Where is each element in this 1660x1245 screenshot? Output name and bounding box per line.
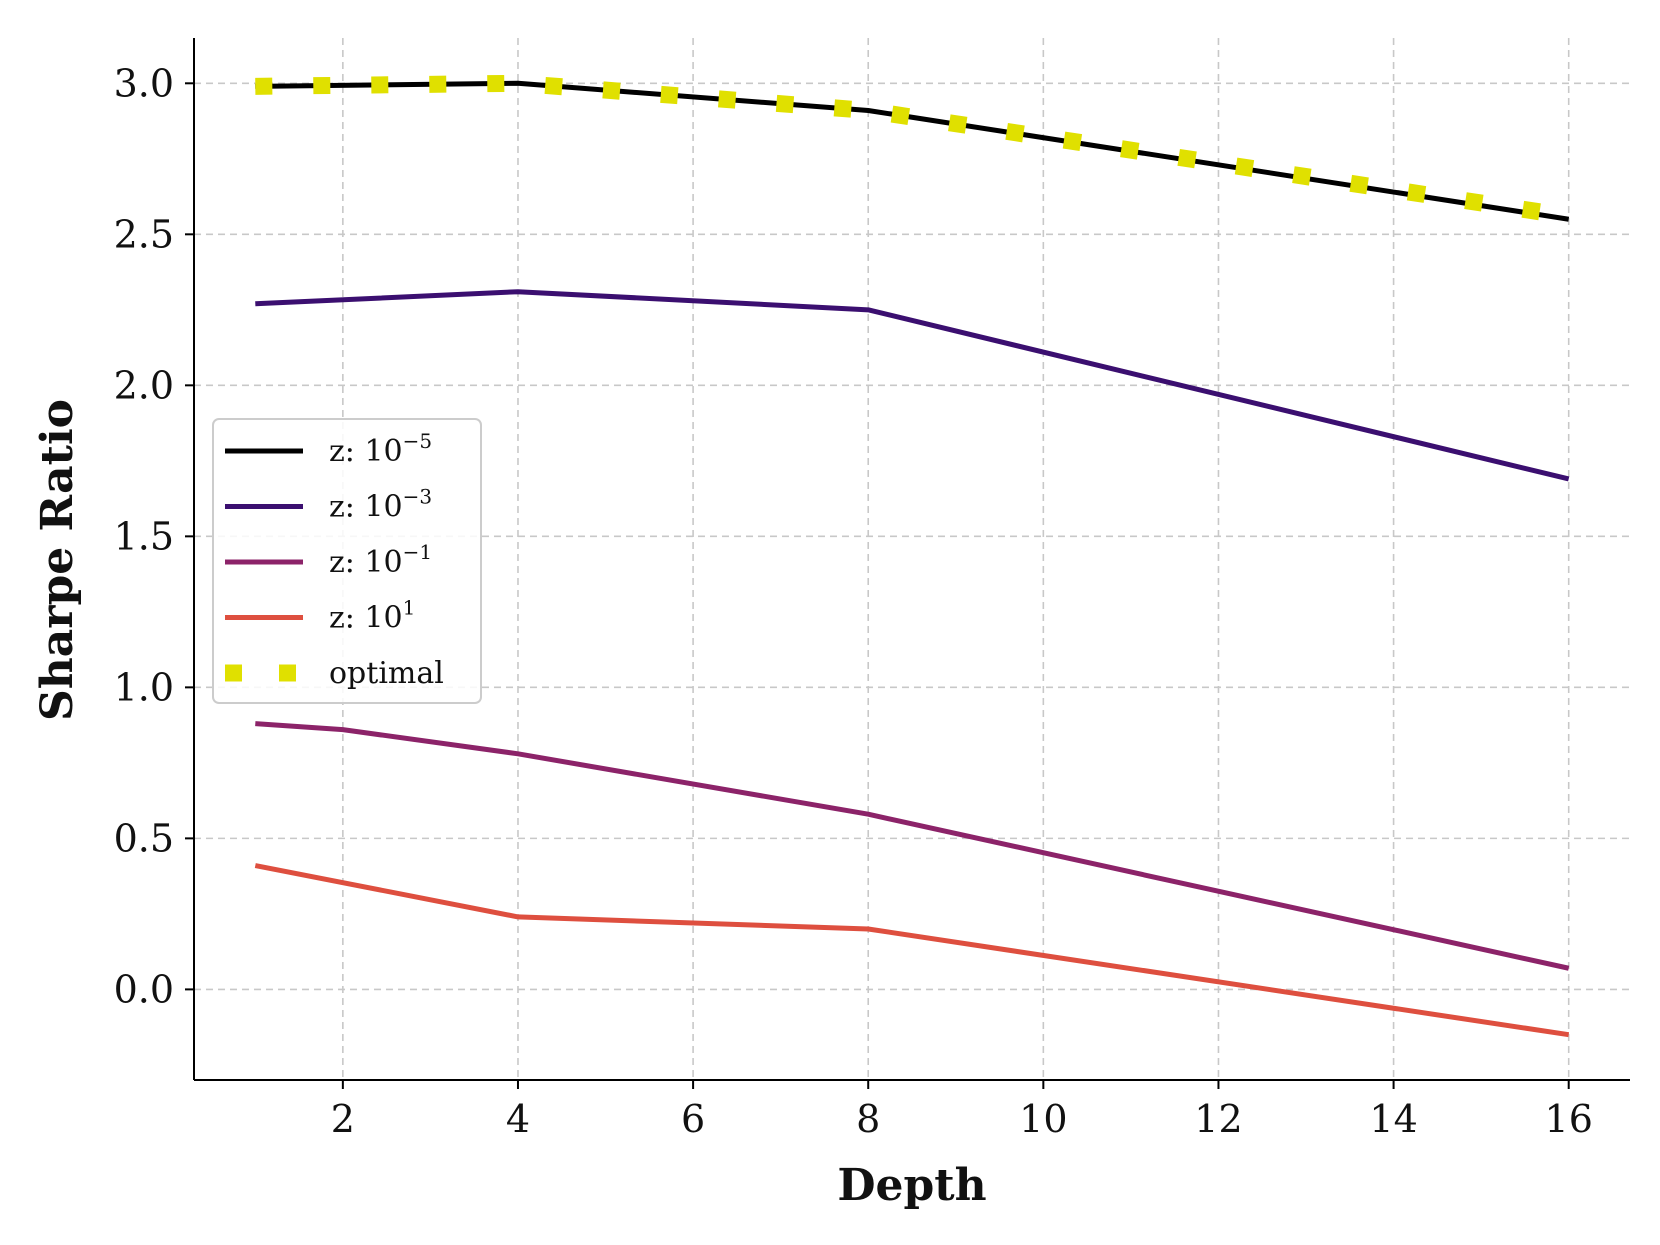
series-line-z5 <box>255 80 1570 222</box>
x-tick-label: 16 <box>1545 1097 1593 1141</box>
y-tick-label: 2.5 <box>114 212 174 256</box>
series-line-optimal <box>255 74 1570 225</box>
axes <box>193 38 1630 1081</box>
legend-label-z3: z: 10−3 <box>329 485 432 525</box>
legend: z: 10−5 z: 10−3 z: 10−1 z: 101 optimal <box>212 418 482 704</box>
legend-label-optimal: optimal <box>329 656 444 691</box>
y-tick-label: 0.0 <box>114 967 174 1011</box>
x-tick-label: 8 <box>856 1097 880 1141</box>
y-tick-label: 1.5 <box>114 514 174 558</box>
legend-frame <box>212 418 482 704</box>
x-tick-label: 12 <box>1194 1097 1242 1141</box>
y-tick-label: 2.0 <box>114 363 174 407</box>
legend-label-z1: z: 10−1 <box>329 540 432 580</box>
y-axis-title: Sharpe Ratio <box>32 399 83 721</box>
x-tick-label: 14 <box>1369 1097 1417 1141</box>
series-line-z3 <box>255 289 1570 482</box>
x-tick-label: 4 <box>506 1097 530 1141</box>
legend-label-z5: z: 10−5 <box>329 429 432 469</box>
x-tick-label: 6 <box>681 1097 705 1141</box>
y-tick-label: 3.0 <box>114 61 174 105</box>
series-lines <box>254 74 1570 1038</box>
ticks: 2 4 6 8 10 12 14 16 0.0 0.5 1.0 1.5 2.0 2.5 3.0 <box>114 61 1593 1141</box>
series-line-zp1 <box>254 863 1570 1038</box>
x-axis-title: Depth <box>837 1160 986 1211</box>
y-tick-label: 1.0 <box>114 665 174 709</box>
x-tick-label: 2 <box>331 1097 355 1141</box>
y-tick-label: 0.5 <box>114 816 174 860</box>
grid-lines <box>194 38 1630 1080</box>
series-line-z1 <box>255 721 1570 971</box>
x-tick-label: 10 <box>1019 1097 1067 1141</box>
legend-label-zp1: z: 101 <box>329 596 415 636</box>
